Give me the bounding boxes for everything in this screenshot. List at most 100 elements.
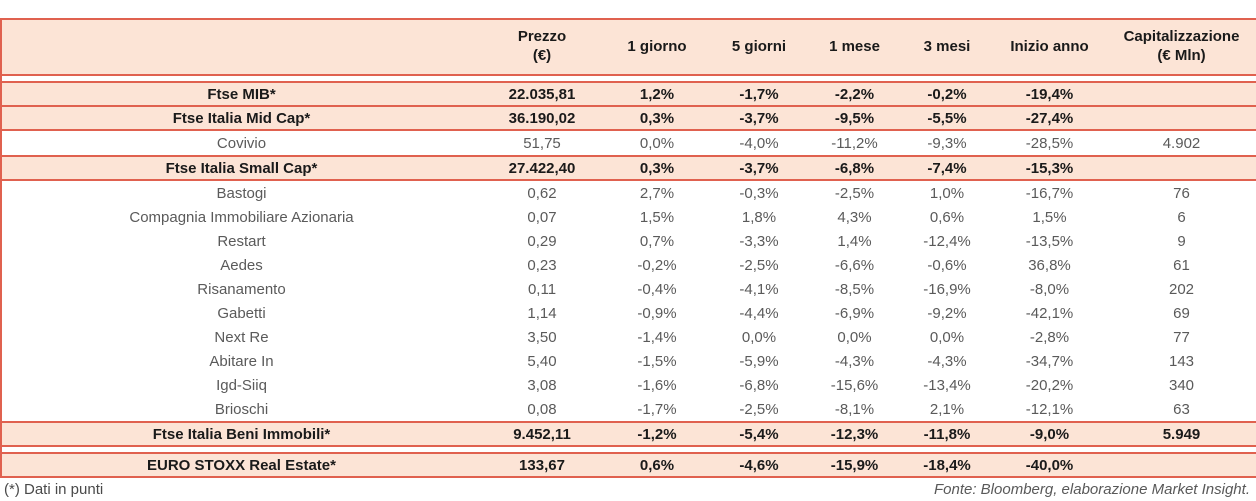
value-cell: 1,14 — [481, 301, 603, 325]
column-header: 3 mesi — [902, 18, 992, 76]
value-cell: 0,7% — [603, 229, 711, 253]
value-cell: -5,4% — [711, 421, 807, 447]
value-cell: -3,3% — [711, 229, 807, 253]
value-cell: -8,0% — [992, 277, 1107, 301]
value-cell: 4,3% — [807, 205, 902, 229]
value-cell: -3,7% — [711, 155, 807, 181]
value-cell: 0,23 — [481, 253, 603, 277]
group-separator-band — [1, 75, 1256, 82]
column-header: 1 giorno — [603, 18, 711, 76]
value-cell: -4,3% — [902, 349, 992, 373]
value-cell: -2,2% — [807, 81, 902, 107]
row-label: Ftse Italia Small Cap* — [1, 155, 481, 181]
table-body: Ftse MIB* 22.035,81 1,2% -1,7% -2,2% -0,2% -19… — [1, 75, 1256, 478]
value-cell: 22.035,81 — [481, 81, 603, 107]
value-cell: 69 — [1107, 301, 1256, 325]
value-cell — [1107, 155, 1256, 181]
value-cell: 2,1% — [902, 397, 992, 422]
value-cell: -4,1% — [711, 277, 807, 301]
value-cell: -4,6% — [711, 452, 807, 478]
value-cell: 77 — [1107, 325, 1256, 349]
group-separator — [1, 75, 1256, 82]
value-cell: 51,75 — [481, 130, 603, 156]
value-cell: -0,2% — [902, 81, 992, 107]
value-cell: -40,0% — [992, 452, 1107, 478]
performance-table: Prezzo (€) 1 giorno 5 giorni 1 mese 3 mesi In… — [0, 18, 1256, 478]
value-cell: 1,5% — [603, 205, 711, 229]
value-cell: 9.452,11 — [481, 421, 603, 447]
table-row: Ftse MIB* 22.035,81 1,2% -1,7% -2,2% -0,2% -19… — [1, 81, 1256, 107]
row-label: Next Re — [1, 325, 481, 349]
value-cell: -13,5% — [992, 229, 1107, 253]
value-cell: 2,7% — [603, 180, 711, 205]
value-cell: -15,3% — [992, 155, 1107, 181]
value-cell: 63 — [1107, 397, 1256, 422]
value-cell: 0,0% — [711, 325, 807, 349]
value-cell: -0,4% — [603, 277, 711, 301]
value-cell: -2,5% — [711, 253, 807, 277]
value-cell: 0,0% — [603, 130, 711, 156]
value-cell: 143 — [1107, 349, 1256, 373]
value-cell: 1,0% — [902, 180, 992, 205]
row-label: Igd-Siiq — [1, 373, 481, 397]
value-cell: -19,4% — [992, 81, 1107, 107]
value-cell: -3,7% — [711, 105, 807, 131]
value-cell: 36,8% — [992, 253, 1107, 277]
value-cell: -6,9% — [807, 301, 902, 325]
table-header: Prezzo (€) 1 giorno 5 giorni 1 mese 3 mesi In… — [1, 18, 1256, 76]
value-cell: -9,0% — [992, 421, 1107, 447]
value-cell: 36.190,02 — [481, 105, 603, 131]
value-cell: 3,50 — [481, 325, 603, 349]
value-cell: 0,08 — [481, 397, 603, 422]
value-cell: 3,08 — [481, 373, 603, 397]
value-cell: -16,9% — [902, 277, 992, 301]
value-cell: -12,1% — [992, 397, 1107, 422]
value-cell: 4.902 — [1107, 130, 1256, 156]
column-header: Prezzo (€) — [481, 18, 603, 76]
value-cell: -2,5% — [711, 397, 807, 422]
row-label: Brioschi — [1, 397, 481, 422]
row-label: Ftse MIB* — [1, 81, 481, 107]
value-cell: 0,0% — [902, 325, 992, 349]
value-cell: 9 — [1107, 229, 1256, 253]
table-row: Ftse Italia Beni Immobili* 9.452,11 -1,2% -… — [1, 421, 1256, 447]
value-cell: -1,6% — [603, 373, 711, 397]
value-cell: 5.949 — [1107, 421, 1256, 447]
value-cell: 0,3% — [603, 155, 711, 181]
row-label: Risanamento — [1, 277, 481, 301]
table-row: Aedes 0,23 -0,2% -2,5% -6,6% -0,6% 36,8% 61 — [1, 253, 1256, 277]
value-cell: -13,4% — [902, 373, 992, 397]
row-label: Ftse Italia Mid Cap* — [1, 105, 481, 131]
row-label: Restart — [1, 229, 481, 253]
table-row: EURO STOXX Real Estate* 133,67 0,6% -4,6% -1… — [1, 452, 1256, 478]
value-cell — [1107, 105, 1256, 131]
value-cell: -15,6% — [807, 373, 902, 397]
value-cell: -0,6% — [902, 253, 992, 277]
value-cell: 0,0% — [807, 325, 902, 349]
value-cell: 202 — [1107, 277, 1256, 301]
value-cell: -20,2% — [992, 373, 1107, 397]
value-cell: -0,9% — [603, 301, 711, 325]
value-cell: -1,5% — [603, 349, 711, 373]
value-cell: -42,1% — [992, 301, 1107, 325]
value-cell: 0,07 — [481, 205, 603, 229]
value-cell: -16,7% — [992, 180, 1107, 205]
value-cell — [1107, 452, 1256, 478]
value-cell: -7,4% — [902, 155, 992, 181]
row-label: Aedes — [1, 253, 481, 277]
value-cell: 1,2% — [603, 81, 711, 107]
group-separator-band — [1, 446, 1256, 453]
value-cell: 6 — [1107, 205, 1256, 229]
value-cell: -6,8% — [807, 155, 902, 181]
value-cell: -0,2% — [603, 253, 711, 277]
value-cell: 340 — [1107, 373, 1256, 397]
row-label: Covivio — [1, 130, 481, 156]
value-cell: -15,9% — [807, 452, 902, 478]
value-cell: -8,1% — [807, 397, 902, 422]
value-cell: 133,67 — [481, 452, 603, 478]
value-cell: -8,5% — [807, 277, 902, 301]
column-header: Inizio anno — [992, 18, 1107, 76]
row-label: Bastogi — [1, 180, 481, 205]
value-cell: 76 — [1107, 180, 1256, 205]
header-row: Prezzo (€) 1 giorno 5 giorni 1 mese 3 mesi In… — [1, 18, 1256, 76]
